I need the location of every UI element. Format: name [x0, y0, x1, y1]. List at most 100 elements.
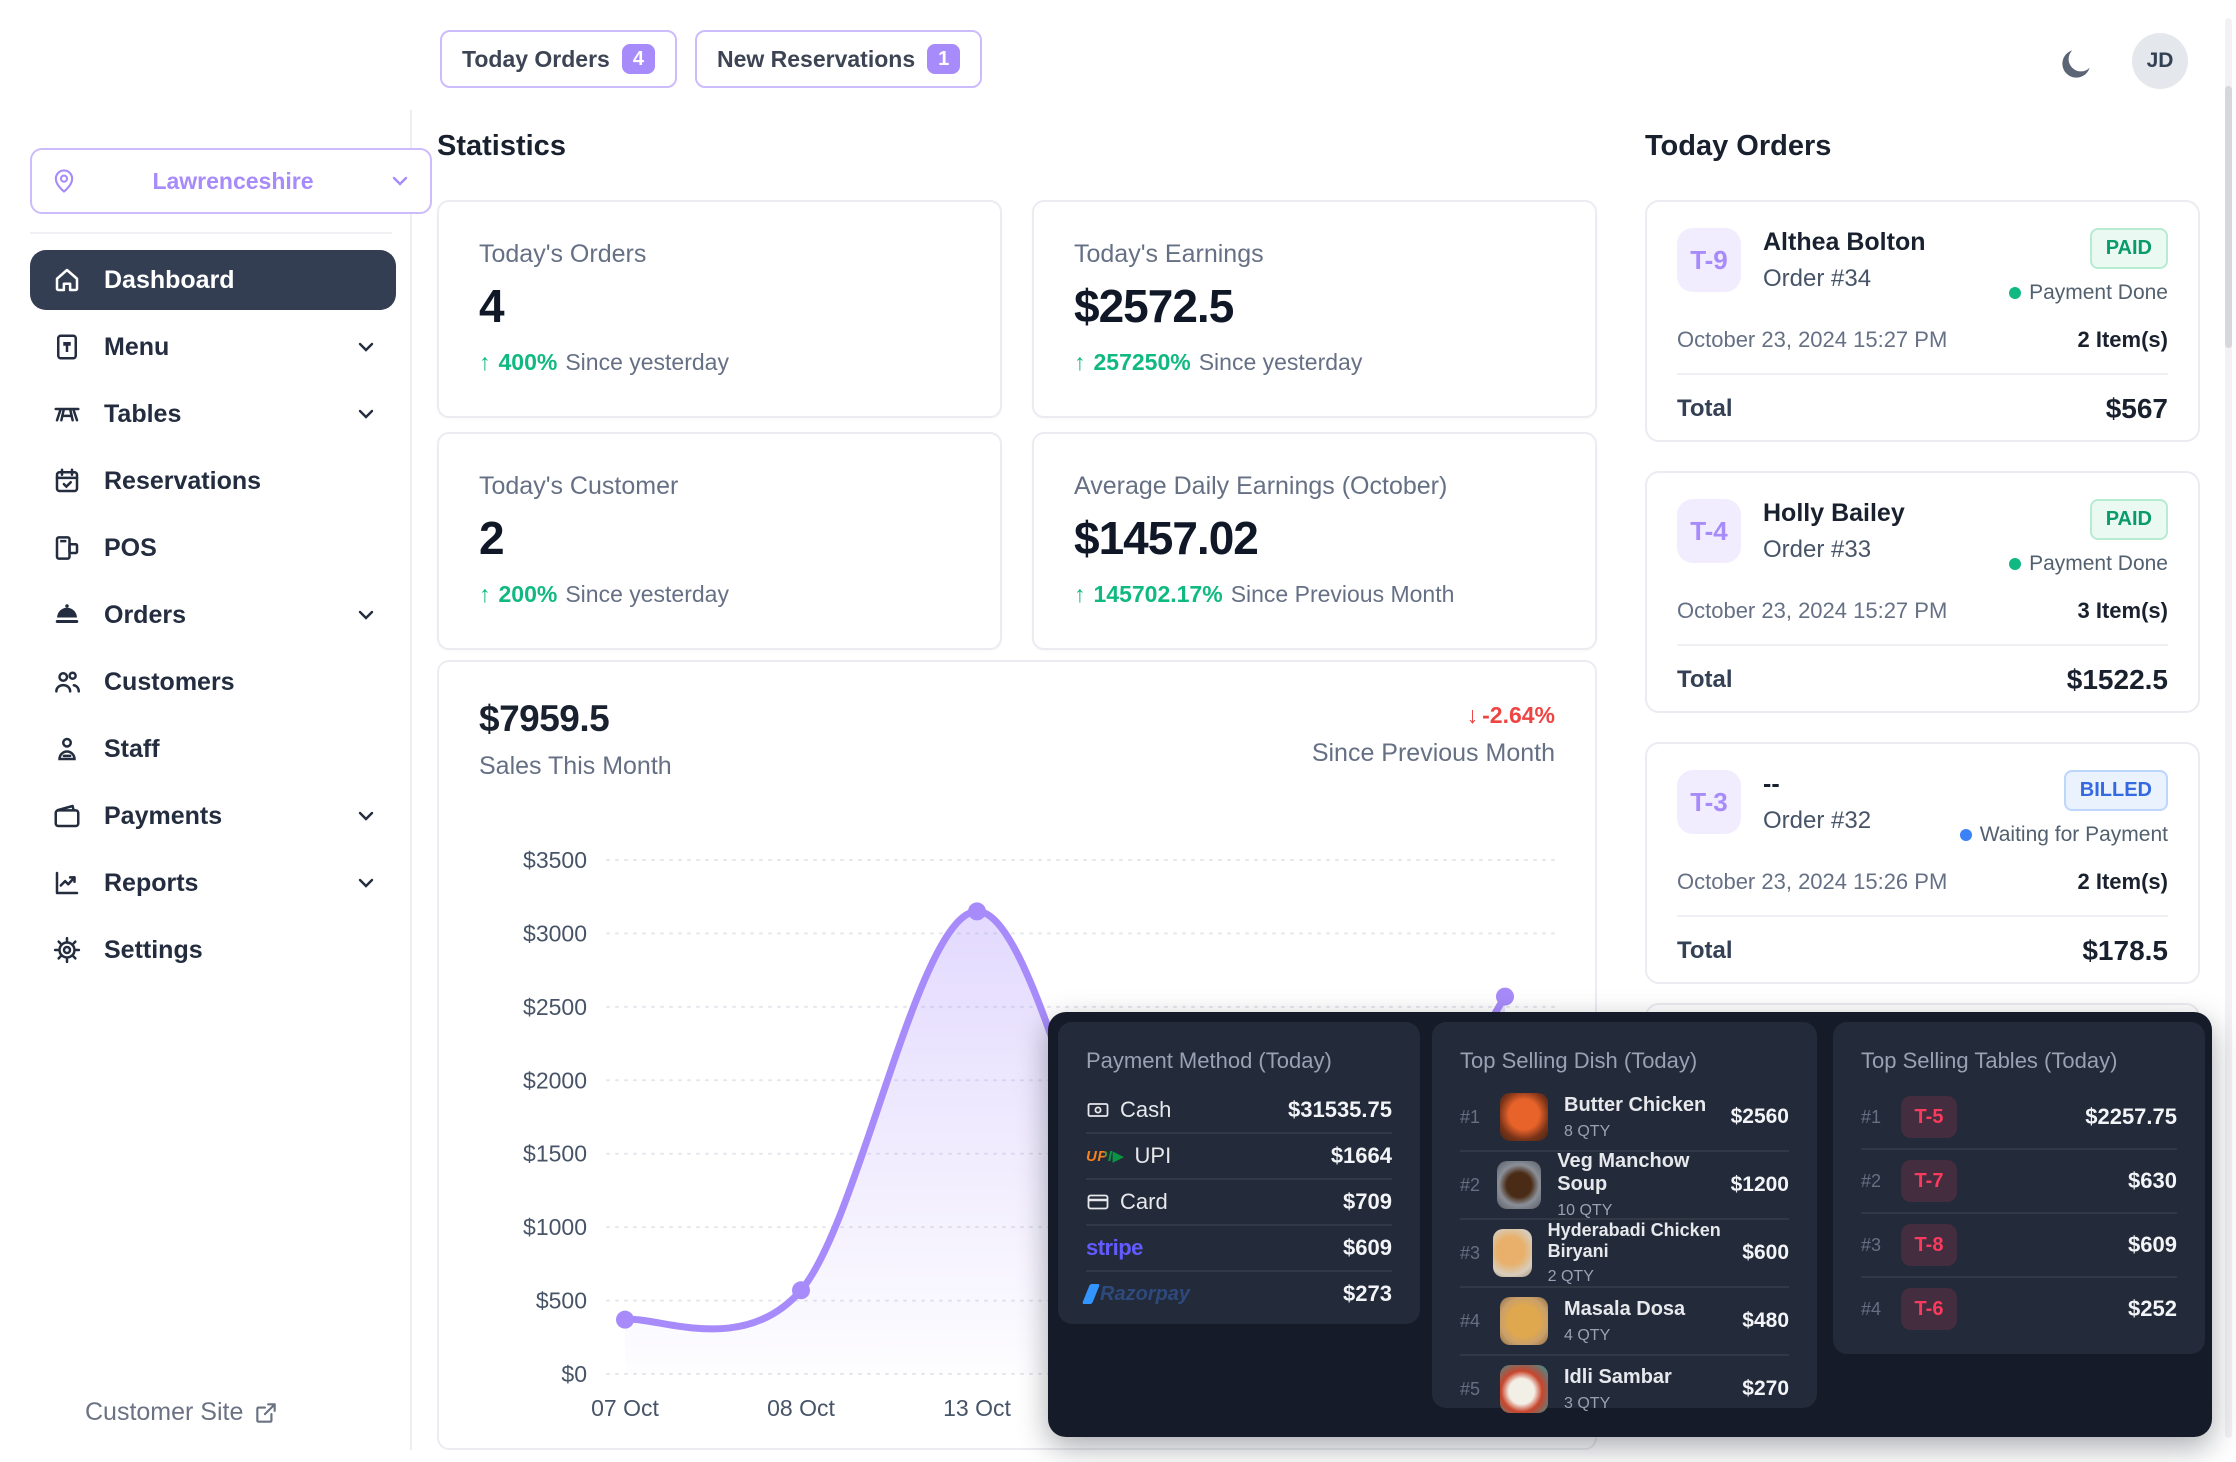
table-number-badge: T-6 [1901, 1288, 1957, 1330]
today-orders-button[interactable]: Today Orders 4 [440, 30, 677, 88]
new-reservations-button[interactable]: New Reservations 1 [694, 30, 983, 88]
order-customer: -- [1763, 770, 1780, 798]
home-icon [52, 265, 82, 295]
scrollbar-thumb[interactable] [2225, 86, 2232, 348]
chevron-down-icon [354, 402, 378, 426]
stat-delta: 200% [498, 581, 558, 607]
payment-status-note: Payment Done [2029, 281, 2168, 304]
table-number-badge: T-5 [1901, 1096, 1957, 1138]
razorpay-slash-icon [1081, 1284, 1101, 1304]
svg-text:$500: $500 [536, 1288, 587, 1314]
avatar-initials: JD [2146, 49, 2174, 72]
order-number: Order #33 [1763, 536, 1872, 563]
dish-photo [1500, 1093, 1548, 1141]
sales-subtitle: Sales This Month [479, 752, 672, 780]
order-customer: Holly Bailey [1763, 499, 1905, 527]
customer-site-label: Customer Site [85, 1398, 244, 1426]
divider [1677, 373, 2168, 375]
order-card[interactable]: T-4 Holly Bailey Order #33 PAID Payment … [1645, 471, 2200, 713]
gear-icon [52, 935, 82, 965]
pos-terminal-icon [52, 533, 82, 563]
table-sales-row: #4 T-6 $252 [1861, 1276, 2177, 1340]
stat-label: Today's Orders [479, 240, 647, 268]
table-sales-row: #2 T-7 $630 [1861, 1148, 2177, 1212]
sidebar: Lawrenceshire Dashboard Menu [30, 110, 432, 1450]
svg-text:$3000: $3000 [523, 920, 587, 946]
stat-since: Since yesterday [565, 349, 729, 375]
order-total-label: Total [1677, 395, 1733, 422]
sidebar-item-settings[interactable]: Settings [30, 920, 396, 980]
stat-value: 4 [479, 280, 505, 332]
stat-label: Today's Customer [479, 472, 679, 500]
calendar-check-icon [52, 466, 82, 496]
dish-qty: 2 QTY [1547, 1268, 1594, 1285]
sales-delta-note: Since Previous Month [1311, 739, 1555, 767]
order-datetime: October 23, 2024 15:26 PM [1677, 869, 1948, 894]
sidebar-item-label: Orders [104, 600, 186, 629]
trend-down-icon: ↓ [1466, 702, 1479, 728]
order-total-value: $178.5 [2082, 935, 2168, 966]
dish-qty: 4 QTY [1564, 1326, 1611, 1344]
dish-amount: $480 [1742, 1309, 1789, 1332]
cash-icon [1086, 1098, 1110, 1122]
chevron-down-icon [354, 804, 378, 828]
svg-text:08 Oct: 08 Oct [767, 1395, 835, 1421]
today-orders-count-badge: 4 [621, 44, 655, 74]
sidebar-item-label: Tables [104, 399, 182, 428]
dark-mode-toggle[interactable] [2052, 40, 2100, 88]
table-number-badge: T-7 [1901, 1160, 1957, 1202]
table-amount: $2257.75 [2085, 1104, 2177, 1129]
sidebar-item-dashboard[interactable]: Dashboard [30, 250, 396, 310]
sidebar-item-tables[interactable]: Tables [30, 384, 396, 444]
table-sales-row: #1 T-5 $2257.75 [1861, 1086, 2177, 1148]
order-card[interactable]: T-9 Althea Bolton Order #34 PAID Payment… [1645, 200, 2200, 442]
location-selector[interactable]: Lawrenceshire [30, 148, 432, 214]
topbar: Today Orders 4 New Reservations 1 [440, 30, 983, 88]
order-item-count: 2 Item(s) [2077, 327, 2168, 352]
order-total-label: Total [1677, 666, 1733, 693]
sidebar-item-staff[interactable]: Staff [30, 719, 396, 779]
customer-site-link[interactable]: Customer Site [85, 1398, 279, 1427]
sidebar-item-menu[interactable]: Menu [30, 317, 396, 377]
payment-amount: $31535.75 [1288, 1097, 1392, 1122]
stat-value: $1457.02 [1074, 512, 1259, 564]
sidebar-item-label: Reports [104, 868, 199, 897]
dish-name: Idli Sambar [1564, 1365, 1672, 1388]
sidebar-item-orders[interactable]: Orders [30, 585, 396, 645]
payment-row-stripe: stripe $609 [1086, 1224, 1392, 1270]
scrollbar-track[interactable] [2225, 18, 2232, 1438]
dish-photo [1492, 1229, 1532, 1277]
sidebar-item-pos[interactable]: POS [30, 518, 396, 578]
table-rank: #1 [1861, 1106, 1882, 1127]
stat-since: Since yesterday [565, 581, 729, 607]
dish-amount: $270 [1742, 1377, 1789, 1400]
sidebar-menu: Dashboard Menu Tables Rese [30, 250, 396, 980]
summary-overlay: Payment Method (Today) Cash $31535.75 UP… [1048, 1012, 2212, 1437]
cloche-icon [52, 600, 82, 630]
table-number-badge: T-8 [1901, 1224, 1957, 1266]
stat-card-todays-customer: Today's Customer 2 ↑ 200% Since yesterday [437, 432, 1002, 650]
order-card[interactable]: T-3 -- Order #32 BILLED Waiting for Paym… [1645, 742, 2200, 984]
sidebar-item-payments[interactable]: Payments [30, 786, 396, 846]
sidebar-item-label: Customers [104, 667, 235, 696]
svg-text:$3500: $3500 [523, 847, 587, 873]
new-reservations-count-badge: 1 [927, 44, 961, 74]
sidebar-item-reports[interactable]: Reports [30, 853, 396, 913]
dish-photo [1500, 1365, 1548, 1413]
table-badge: T-3 [1677, 770, 1741, 834]
sidebar-item-reservations[interactable]: Reservations [30, 451, 396, 511]
table-badge: T-9 [1677, 228, 1741, 292]
payment-status-dot [1959, 829, 1972, 841]
order-number: Order #32 [1763, 807, 1872, 834]
stat-delta: 145702.17% [1093, 581, 1223, 607]
order-item-count: 2 Item(s) [2077, 869, 2168, 894]
upi-logo-icon: UPI▶ [1086, 1148, 1125, 1165]
chevron-down-icon [354, 871, 378, 895]
stat-card-todays-orders: Today's Orders 4 ↑ 400% Since yesterday [437, 200, 1002, 418]
user-avatar[interactable]: JD [2132, 33, 2188, 89]
dish-row: #4 Masala Dosa 4 QTY $480 [1460, 1286, 1789, 1354]
dish-name: Hyderabadi Chicken Biryani [1547, 1220, 1721, 1261]
svg-text:$2500: $2500 [523, 994, 587, 1020]
sidebar-item-customers[interactable]: Customers [30, 652, 396, 712]
chevron-down-icon [388, 169, 412, 193]
